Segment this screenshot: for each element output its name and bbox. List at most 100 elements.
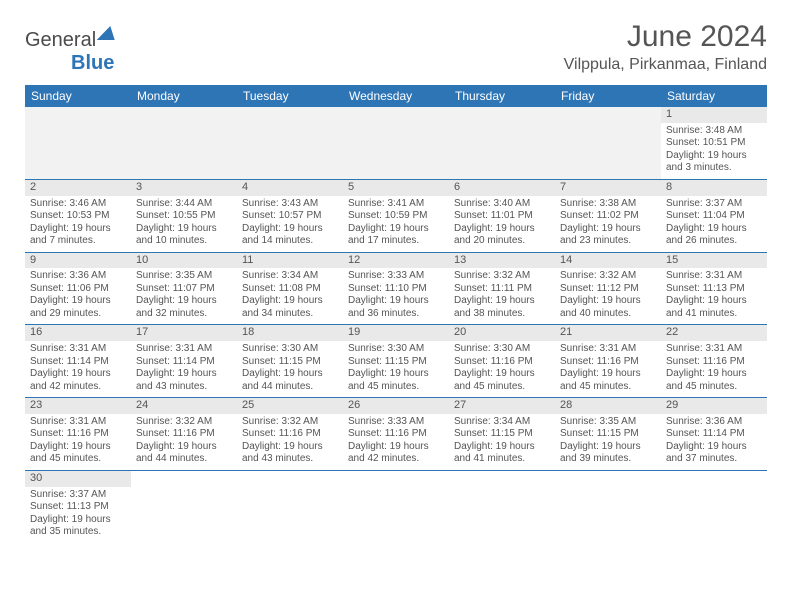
day-number: 18 [237, 325, 343, 341]
sunrise-line: Sunrise: 3:40 AM [454, 198, 530, 209]
sunset-line: Sunset: 10:51 PM [666, 137, 746, 148]
empty-cell [237, 470, 343, 542]
sunrise-line: Sunrise: 3:35 AM [136, 270, 212, 281]
logo-text: General Blue [25, 26, 117, 75]
month-title: June 2024 [564, 20, 767, 54]
sunrise-line: Sunrise: 3:34 AM [454, 416, 530, 427]
daylight-line: Daylight: 19 hours and 39 minutes. [560, 441, 641, 465]
daylight-line: Daylight: 19 hours and 40 minutes. [560, 295, 641, 319]
calendar-head: SundayMondayTuesdayWednesdayThursdayFrid… [25, 85, 767, 107]
sunset-line: Sunset: 10:57 PM [242, 210, 322, 221]
weekday-header: Tuesday [237, 85, 343, 107]
sunrise-line: Sunrise: 3:43 AM [242, 198, 318, 209]
sunset-line: Sunset: 11:15 PM [348, 356, 427, 367]
day-cell: 12Sunrise: 3:33 AMSunset: 11:10 PMDaylig… [343, 252, 449, 325]
daylight-line: Daylight: 19 hours and 45 minutes. [30, 441, 111, 465]
empty-cell [25, 107, 131, 179]
day-number: 17 [131, 325, 237, 341]
day-cell: 8Sunrise: 3:37 AMSunset: 11:04 PMDayligh… [661, 179, 767, 252]
sunrise-line: Sunrise: 3:38 AM [560, 198, 636, 209]
day-cell: 1Sunrise: 3:48 AMSunset: 10:51 PMDayligh… [661, 107, 767, 179]
day-cell: 25 Sunrise: 3:32 AMSunset: 11:16 PM Daylig… [237, 398, 343, 471]
day-number: 2 [25, 180, 131, 196]
daylight-line: Daylight: 19 hours and 37 minutes. [666, 441, 747, 465]
day-cell: 16Sunrise: 3:31 AMSunset: 11:14 PMDaylig… [25, 325, 131, 398]
title-block: June 2024 Vilppula, Pirkanmaa, Finland [564, 20, 767, 74]
empty-cell [237, 107, 343, 179]
sunrise-line: Sunrise: 3:33 AM [348, 416, 424, 427]
day-cell: 2Sunrise: 3:46 AMSunset: 10:53 PMDayligh… [25, 179, 131, 252]
logo-word1: General [25, 29, 96, 51]
day-number: 14 [555, 253, 661, 269]
sunset-line: Sunset: 11:15 PM [560, 428, 639, 439]
daylight-line: Daylight: 19 hours and 26 minutes. [666, 223, 747, 247]
day-cell: 18Sunrise: 3:30 AMSunset: 11:15 PMDaylig… [237, 325, 343, 398]
day-number: 19 [343, 325, 449, 341]
day-cell: 23Sunrise: 3:31 AMSunset: 11:16 PMDaylig… [25, 398, 131, 471]
sunset-line: Sunset: 10:53 PM [30, 210, 110, 221]
day-number: 15 [661, 253, 767, 269]
sunset-line: Sunset: 11:14 PM [30, 356, 109, 367]
day-cell: 15Sunrise: 3:31 AMSunset: 11:13 PMDaylig… [661, 252, 767, 325]
sunset-line: Sunset: 11:14 PM [666, 428, 745, 439]
day-number: 13 [449, 253, 555, 269]
sunrise-line: Sunrise: 3:35 AM [560, 416, 636, 427]
day-cell: 4Sunrise: 3:43 AMSunset: 10:57 PMDayligh… [237, 179, 343, 252]
day-number: 20 [449, 325, 555, 341]
day-number: 10 [131, 253, 237, 269]
day-number: 1 [661, 107, 767, 123]
daylight-line: Daylight: 19 hours and 20 minutes. [454, 223, 535, 247]
day-number: 22 [661, 325, 767, 341]
empty-cell [661, 470, 767, 542]
sunset-line: Sunset: 10:55 PM [136, 210, 216, 221]
sunrise-line: Sunrise: 3:36 AM [666, 416, 742, 427]
day-cell: 29Sunrise: 3:36 AMSunset: 11:14 PMDaylig… [661, 398, 767, 471]
empty-cell [449, 107, 555, 179]
sunset-line: Sunset: 11:16 PM [454, 356, 533, 367]
day-cell: 11Sunrise: 3:34 AMSunset: 11:08 PMDaylig… [237, 252, 343, 325]
sunset-line: Sunset: 11:02 PM [560, 210, 639, 221]
sunset-line: Sunset: 11:04 PM [666, 210, 745, 221]
day-number: 25 [237, 398, 343, 414]
weekday-header: Monday [131, 85, 237, 107]
sunrise-line: Sunrise: 3:31 AM [136, 343, 212, 354]
weekday-header: Sunday [25, 85, 131, 107]
daylight-line: Daylight: 19 hours and 32 minutes. [136, 295, 217, 319]
day-number: 28 [555, 398, 661, 414]
day-cell: 28 Sunrise: 3:35 AMSunset: 11:15 PM Daylig… [555, 398, 661, 471]
sunrise-line: Sunrise: 3:32 AM [242, 416, 318, 427]
daylight-line: Daylight: 19 hours and 17 minutes. [348, 223, 429, 247]
empty-cell [555, 107, 661, 179]
daylight-line: Daylight: 19 hours and 29 minutes. [30, 295, 111, 319]
sunrise-line: Sunrise: 3:34 AM [242, 270, 318, 281]
day-cell: 7 Sunrise: 3:38 AMSunset: 11:02 PM Dayligh… [555, 179, 661, 252]
day-number: 27 [449, 398, 555, 414]
weekday-header: Wednesday [343, 85, 449, 107]
day-cell: 14Sunrise: 3:32 AMSunset: 11:12 PMDaylig… [555, 252, 661, 325]
day-number: 12 [343, 253, 449, 269]
empty-cell [343, 107, 449, 179]
daylight-line: Daylight: 19 hours and 43 minutes. [242, 441, 323, 465]
day-cell: 19Sunrise: 3:30 AMSunset: 11:15 PMDaylig… [343, 325, 449, 398]
sunset-line: Sunset: 11:16 PM [242, 428, 321, 439]
daylight-line: Daylight: 19 hours and 23 minutes. [560, 223, 641, 247]
sunrise-line: Sunrise: 3:36 AM [30, 270, 106, 281]
daylight-line: Daylight: 19 hours and 38 minutes. [454, 295, 535, 319]
day-number: 3 [131, 180, 237, 196]
day-number: 7 [555, 180, 661, 196]
sunset-line: Sunset: 11:16 PM [666, 356, 745, 367]
sunrise-line: Sunrise: 3:30 AM [454, 343, 530, 354]
day-cell: 21Sunrise: 3:31 AMSunset: 11:16 PMDaylig… [555, 325, 661, 398]
daylight-line: Daylight: 19 hours and 14 minutes. [242, 223, 323, 247]
daylight-line: Daylight: 19 hours and 45 minutes. [560, 368, 641, 392]
location: Vilppula, Pirkanmaa, Finland [564, 56, 767, 74]
sunrise-line: Sunrise: 3:31 AM [30, 343, 106, 354]
sunset-line: Sunset: 10:59 PM [348, 210, 428, 221]
topbar: General Blue June 2024 Vilppula, Pirkanm… [25, 20, 767, 75]
day-cell: 27Sunrise: 3:34 AMSunset: 11:15 PMDaylig… [449, 398, 555, 471]
day-number: 6 [449, 180, 555, 196]
day-number: 23 [25, 398, 131, 414]
sunset-line: Sunset: 11:08 PM [242, 283, 321, 294]
day-cell: 13Sunrise: 3:32 AMSunset: 11:11 PMDaylig… [449, 252, 555, 325]
sunset-line: Sunset: 11:13 PM [666, 283, 745, 294]
